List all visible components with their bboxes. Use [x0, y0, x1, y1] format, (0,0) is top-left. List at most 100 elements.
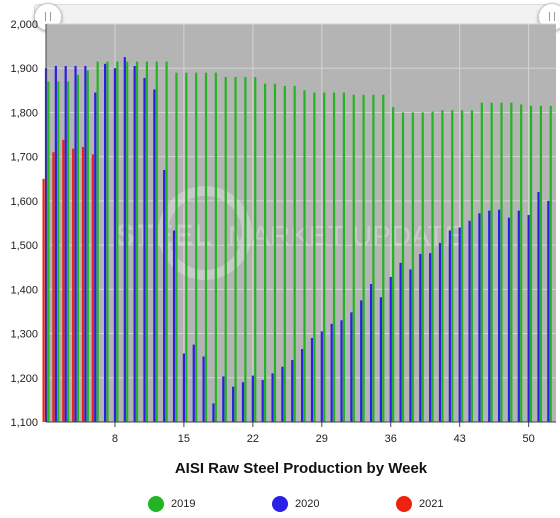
bar-2019-week-20[interactable] [234, 77, 237, 423]
bar-2020-week-10[interactable] [133, 66, 136, 422]
bar-2020-week-38[interactable] [409, 269, 412, 422]
bar-2019-week-42[interactable] [451, 110, 454, 422]
bar-2020-week-11[interactable] [143, 77, 146, 422]
bar-2019-week-45[interactable] [480, 102, 483, 423]
bar-2019-week-11[interactable] [145, 61, 148, 422]
bar-2020-week-36[interactable] [389, 276, 392, 422]
bar-2020-week-3[interactable] [64, 66, 67, 422]
bar-2021-week-1[interactable] [42, 178, 45, 422]
bar-2019-week-39[interactable] [421, 112, 424, 422]
bar-2019-week-43[interactable] [461, 110, 464, 422]
bar-2020-week-14[interactable] [172, 230, 176, 422]
bar-2019-week-33[interactable] [362, 94, 365, 422]
bar-2019-week-40[interactable] [431, 111, 434, 422]
bar-2019-week-13[interactable] [165, 61, 168, 422]
bar-2019-week-4[interactable] [76, 74, 80, 422]
bar-2020-week-4[interactable] [74, 66, 77, 422]
bar-2019-week-51[interactable] [539, 105, 542, 423]
legend-item-2021[interactable]: 2021 [396, 496, 443, 512]
bar-2019-week-12[interactable] [155, 61, 158, 422]
bar-2020-week-6[interactable] [94, 92, 97, 423]
bar-2020-week-7[interactable] [104, 63, 107, 423]
bar-2019-week-37[interactable] [401, 112, 405, 422]
bar-2019-week-32[interactable] [352, 94, 355, 422]
bar-2021-week-6[interactable] [91, 154, 94, 422]
bar-2019-week-50[interactable] [529, 105, 533, 423]
legend-item-2020[interactable]: 2020 [272, 496, 319, 512]
bar-2019-week-26[interactable] [293, 85, 296, 423]
bar-2020-week-16[interactable] [192, 344, 195, 422]
bar-2020-week-44[interactable] [468, 220, 471, 422]
bar-2021-week-3[interactable] [62, 139, 65, 422]
bar-2019-week-31[interactable] [342, 92, 345, 423]
bar-2019-week-5[interactable] [86, 70, 89, 422]
bar-2019-week-28[interactable] [313, 92, 316, 423]
bar-2019-week-52[interactable] [549, 105, 552, 423]
bar-2020-week-5[interactable] [84, 66, 87, 422]
legend-item-2019[interactable]: 2019 [148, 496, 195, 512]
bar-2020-week-42[interactable] [448, 230, 451, 422]
bar-2019-week-1[interactable] [47, 81, 50, 422]
bar-2020-week-34[interactable] [369, 284, 373, 422]
bar-2021-week-5[interactable] [81, 146, 85, 422]
bar-2021-week-4[interactable] [72, 148, 75, 422]
bar-2020-week-9[interactable] [123, 57, 126, 423]
bar-2020-week-19[interactable] [222, 376, 225, 422]
bar-2020-week-29[interactable] [320, 331, 323, 422]
bar-2020-week-46[interactable] [488, 210, 491, 422]
bar-2019-week-21[interactable] [244, 77, 247, 423]
bar-2021-week-2[interactable] [52, 152, 55, 422]
bar-2020-week-23[interactable] [261, 379, 264, 422]
bar-2019-week-38[interactable] [411, 112, 414, 422]
bar-2019-week-30[interactable] [332, 92, 336, 423]
bar-2020-week-12[interactable] [153, 89, 156, 423]
bar-2019-week-35[interactable] [382, 94, 385, 422]
bar-2020-week-26[interactable] [291, 360, 294, 422]
bar-2019-week-10[interactable] [135, 61, 139, 422]
bar-2019-week-29[interactable] [323, 92, 326, 423]
bar-2019-week-18[interactable] [214, 72, 217, 423]
bar-2019-week-14[interactable] [175, 72, 178, 423]
bar-2020-week-20[interactable] [232, 386, 235, 422]
bar-2020-week-45[interactable] [478, 213, 481, 422]
bar-2020-week-32[interactable] [350, 312, 353, 422]
bar-2019-week-44[interactable] [470, 110, 474, 422]
bar-2020-week-28[interactable] [310, 337, 314, 422]
bar-2020-week-41[interactable] [438, 242, 442, 422]
bar-2019-week-41[interactable] [441, 110, 444, 422]
bar-2020-week-31[interactable] [340, 320, 343, 422]
bar-2020-week-2[interactable] [54, 66, 57, 422]
bar-2020-week-15[interactable] [182, 353, 185, 422]
bar-2020-week-25[interactable] [281, 366, 284, 422]
bar-2019-week-24[interactable] [273, 83, 277, 422]
bar-2020-week-43[interactable] [458, 227, 461, 422]
bar-2020-week-13[interactable] [163, 169, 166, 422]
bar-2019-week-23[interactable] [264, 83, 267, 422]
bar-2020-week-30[interactable] [330, 323, 333, 422]
bar-2019-week-48[interactable] [510, 102, 513, 423]
bar-2020-week-35[interactable] [379, 297, 382, 422]
bar-2020-week-37[interactable] [399, 262, 402, 422]
bar-2020-week-17[interactable] [202, 356, 205, 422]
bar-2019-week-27[interactable] [303, 90, 306, 422]
bar-2020-week-21[interactable] [241, 382, 245, 422]
bar-2019-week-36[interactable] [392, 107, 395, 422]
bar-2019-week-25[interactable] [283, 85, 286, 423]
bar-2019-week-49[interactable] [520, 104, 523, 423]
bar-2020-week-8[interactable] [113, 68, 117, 422]
bar-2019-week-19[interactable] [224, 77, 227, 423]
bar-2020-week-49[interactable] [517, 210, 520, 422]
bar-2019-week-22[interactable] [254, 77, 257, 423]
bar-2020-week-48[interactable] [507, 217, 511, 422]
bar-2020-week-22[interactable] [251, 375, 254, 422]
bar-2019-week-7[interactable] [106, 61, 109, 422]
bar-2019-week-2[interactable] [57, 81, 60, 422]
bar-2020-week-27[interactable] [301, 349, 304, 422]
bar-2019-week-46[interactable] [490, 102, 493, 423]
bar-2019-week-8[interactable] [116, 61, 119, 422]
bar-2020-week-47[interactable] [498, 209, 501, 422]
bar-2019-week-47[interactable] [500, 102, 503, 423]
bar-2019-week-17[interactable] [204, 72, 208, 423]
bar-2020-week-51[interactable] [537, 192, 540, 422]
bar-2019-week-6[interactable] [96, 61, 99, 422]
